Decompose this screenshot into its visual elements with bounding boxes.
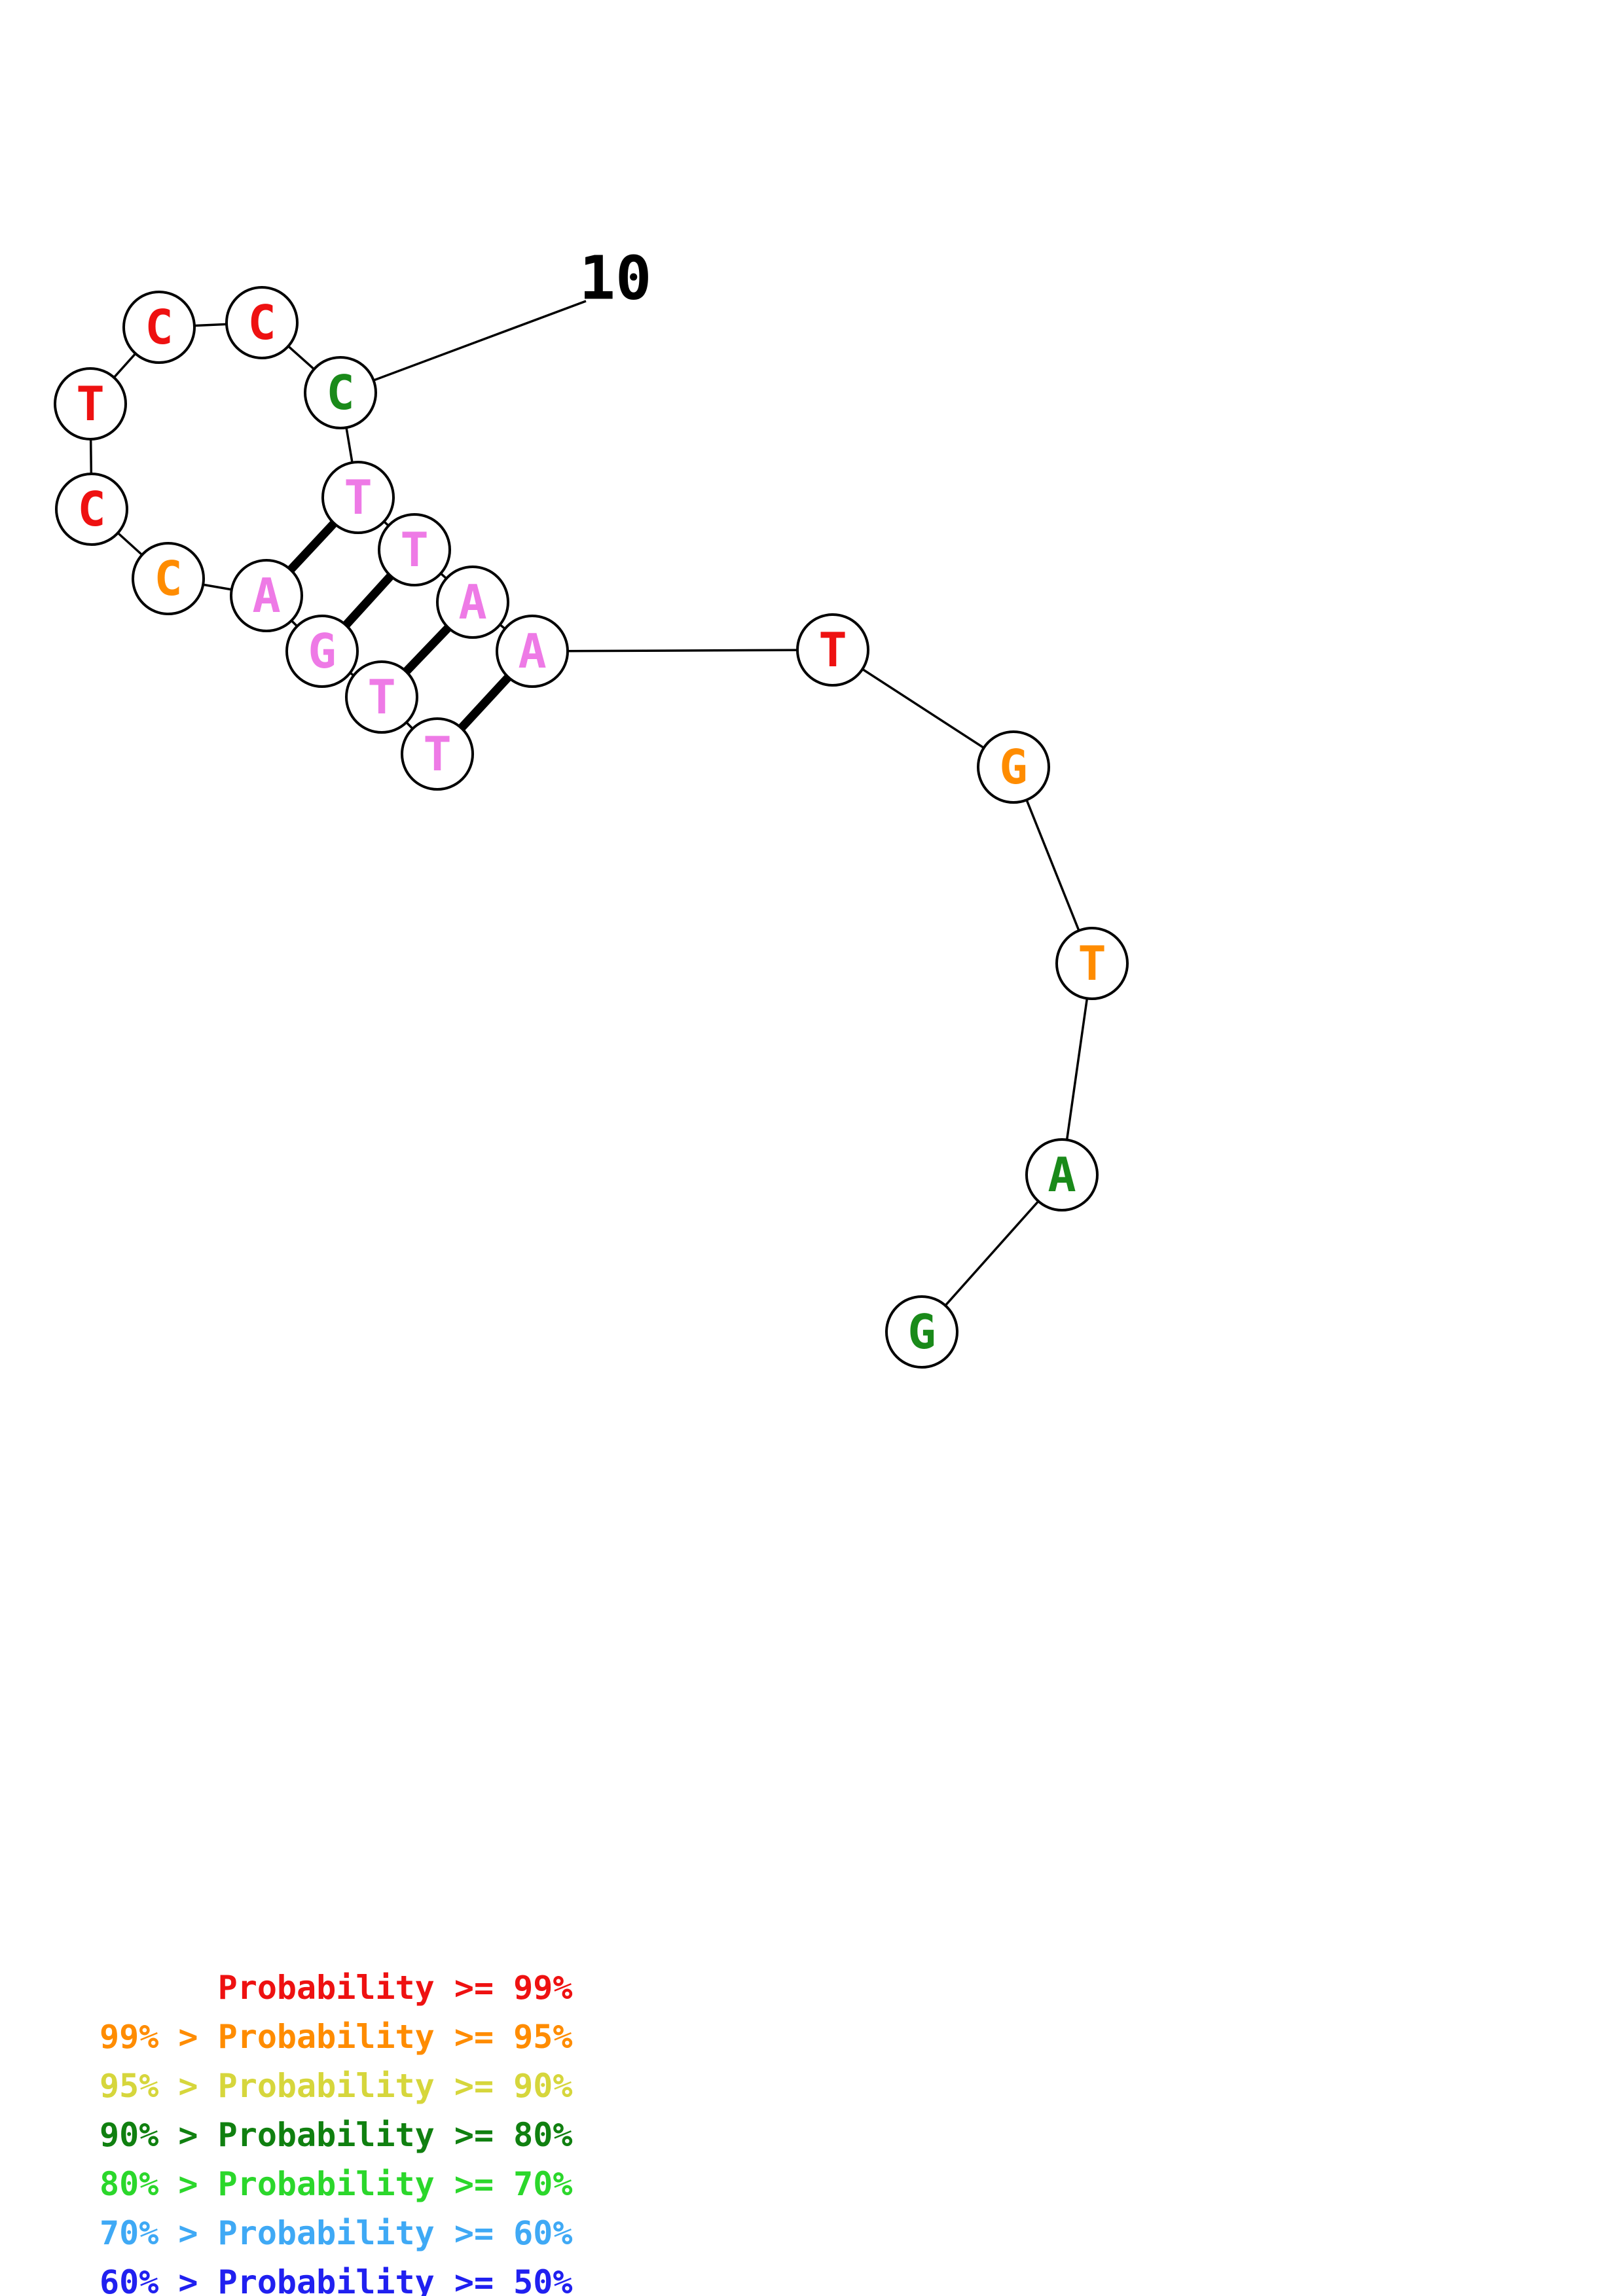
nucleotide-letter: T xyxy=(344,470,372,525)
label-pointer-line xyxy=(340,300,587,394)
nucleotide-letter: A xyxy=(518,624,546,679)
nucleotide-letter: G xyxy=(907,1304,936,1359)
nucleotide-letter: T xyxy=(76,376,104,431)
nucleotide-circle xyxy=(496,615,569,688)
legend-line: 70% > Probability >= 60% xyxy=(100,2214,573,2252)
nucleotide-letter: T xyxy=(367,670,395,725)
nucleotide-circle xyxy=(1055,927,1129,1000)
nucleotide-letter: G xyxy=(999,740,1027,795)
nucleotide-letter: T xyxy=(423,726,451,781)
nucleotide-circle xyxy=(436,565,509,639)
legend-line: Probability >= 99% xyxy=(100,1969,573,2007)
backbone-bond xyxy=(532,649,833,653)
nucleotide-circle xyxy=(285,615,359,688)
nucleotide-letter: C xyxy=(154,551,182,606)
nucleotide-letter: A xyxy=(1048,1147,1076,1202)
nucleotide-circle xyxy=(230,559,303,632)
nucleotide-letter: G xyxy=(308,624,336,679)
legend-line: 99% > Probability >= 95% xyxy=(100,2018,573,2056)
nucleotide-circle xyxy=(345,660,418,734)
nucleotide-letter: T xyxy=(818,622,847,677)
probability-legend: Probability >= 99% 99% > Probability >= 9… xyxy=(100,1865,572,2296)
legend-line: 90% > Probability >= 80% xyxy=(100,2116,573,2154)
nucleotide-circle xyxy=(225,286,299,359)
nucleotide-letter: C xyxy=(77,482,105,537)
nucleotide-letter: T xyxy=(400,522,428,577)
nucleotide-circle xyxy=(378,513,451,586)
nucleotide-circle xyxy=(401,717,474,791)
nucleotide-letter: C xyxy=(247,295,276,350)
legend-line: 60% > Probability >= 50% xyxy=(100,2263,573,2296)
nucleotide-circle xyxy=(321,461,395,534)
legend-line: 80% > Probability >= 70% xyxy=(100,2165,573,2203)
nucleotide-circle xyxy=(55,473,128,546)
nucleotide-circle xyxy=(122,291,196,364)
nucleotide-letter: C xyxy=(326,365,354,420)
nucleotide-letter: A xyxy=(458,575,486,630)
nucleotide-circle xyxy=(796,613,869,687)
nucleotide-letter: A xyxy=(252,568,280,623)
nucleotide-circle xyxy=(977,730,1050,804)
nucleotide-circle xyxy=(132,542,205,615)
nucleotide-circle xyxy=(1025,1138,1099,1211)
legend-line: 95% > Probability >= 90% xyxy=(100,2067,573,2105)
nucleotide-circle xyxy=(304,356,377,429)
nucleotide-circle xyxy=(54,367,127,440)
nucleotide-letter: T xyxy=(1078,936,1106,991)
nucleotide-circle xyxy=(885,1295,958,1369)
nucleotide-letter: C xyxy=(145,300,173,355)
sequence-position-label: 10 xyxy=(579,243,652,314)
probability-legend-lines: Probability >= 99% 99% > Probability >= 9… xyxy=(100,1964,572,2296)
